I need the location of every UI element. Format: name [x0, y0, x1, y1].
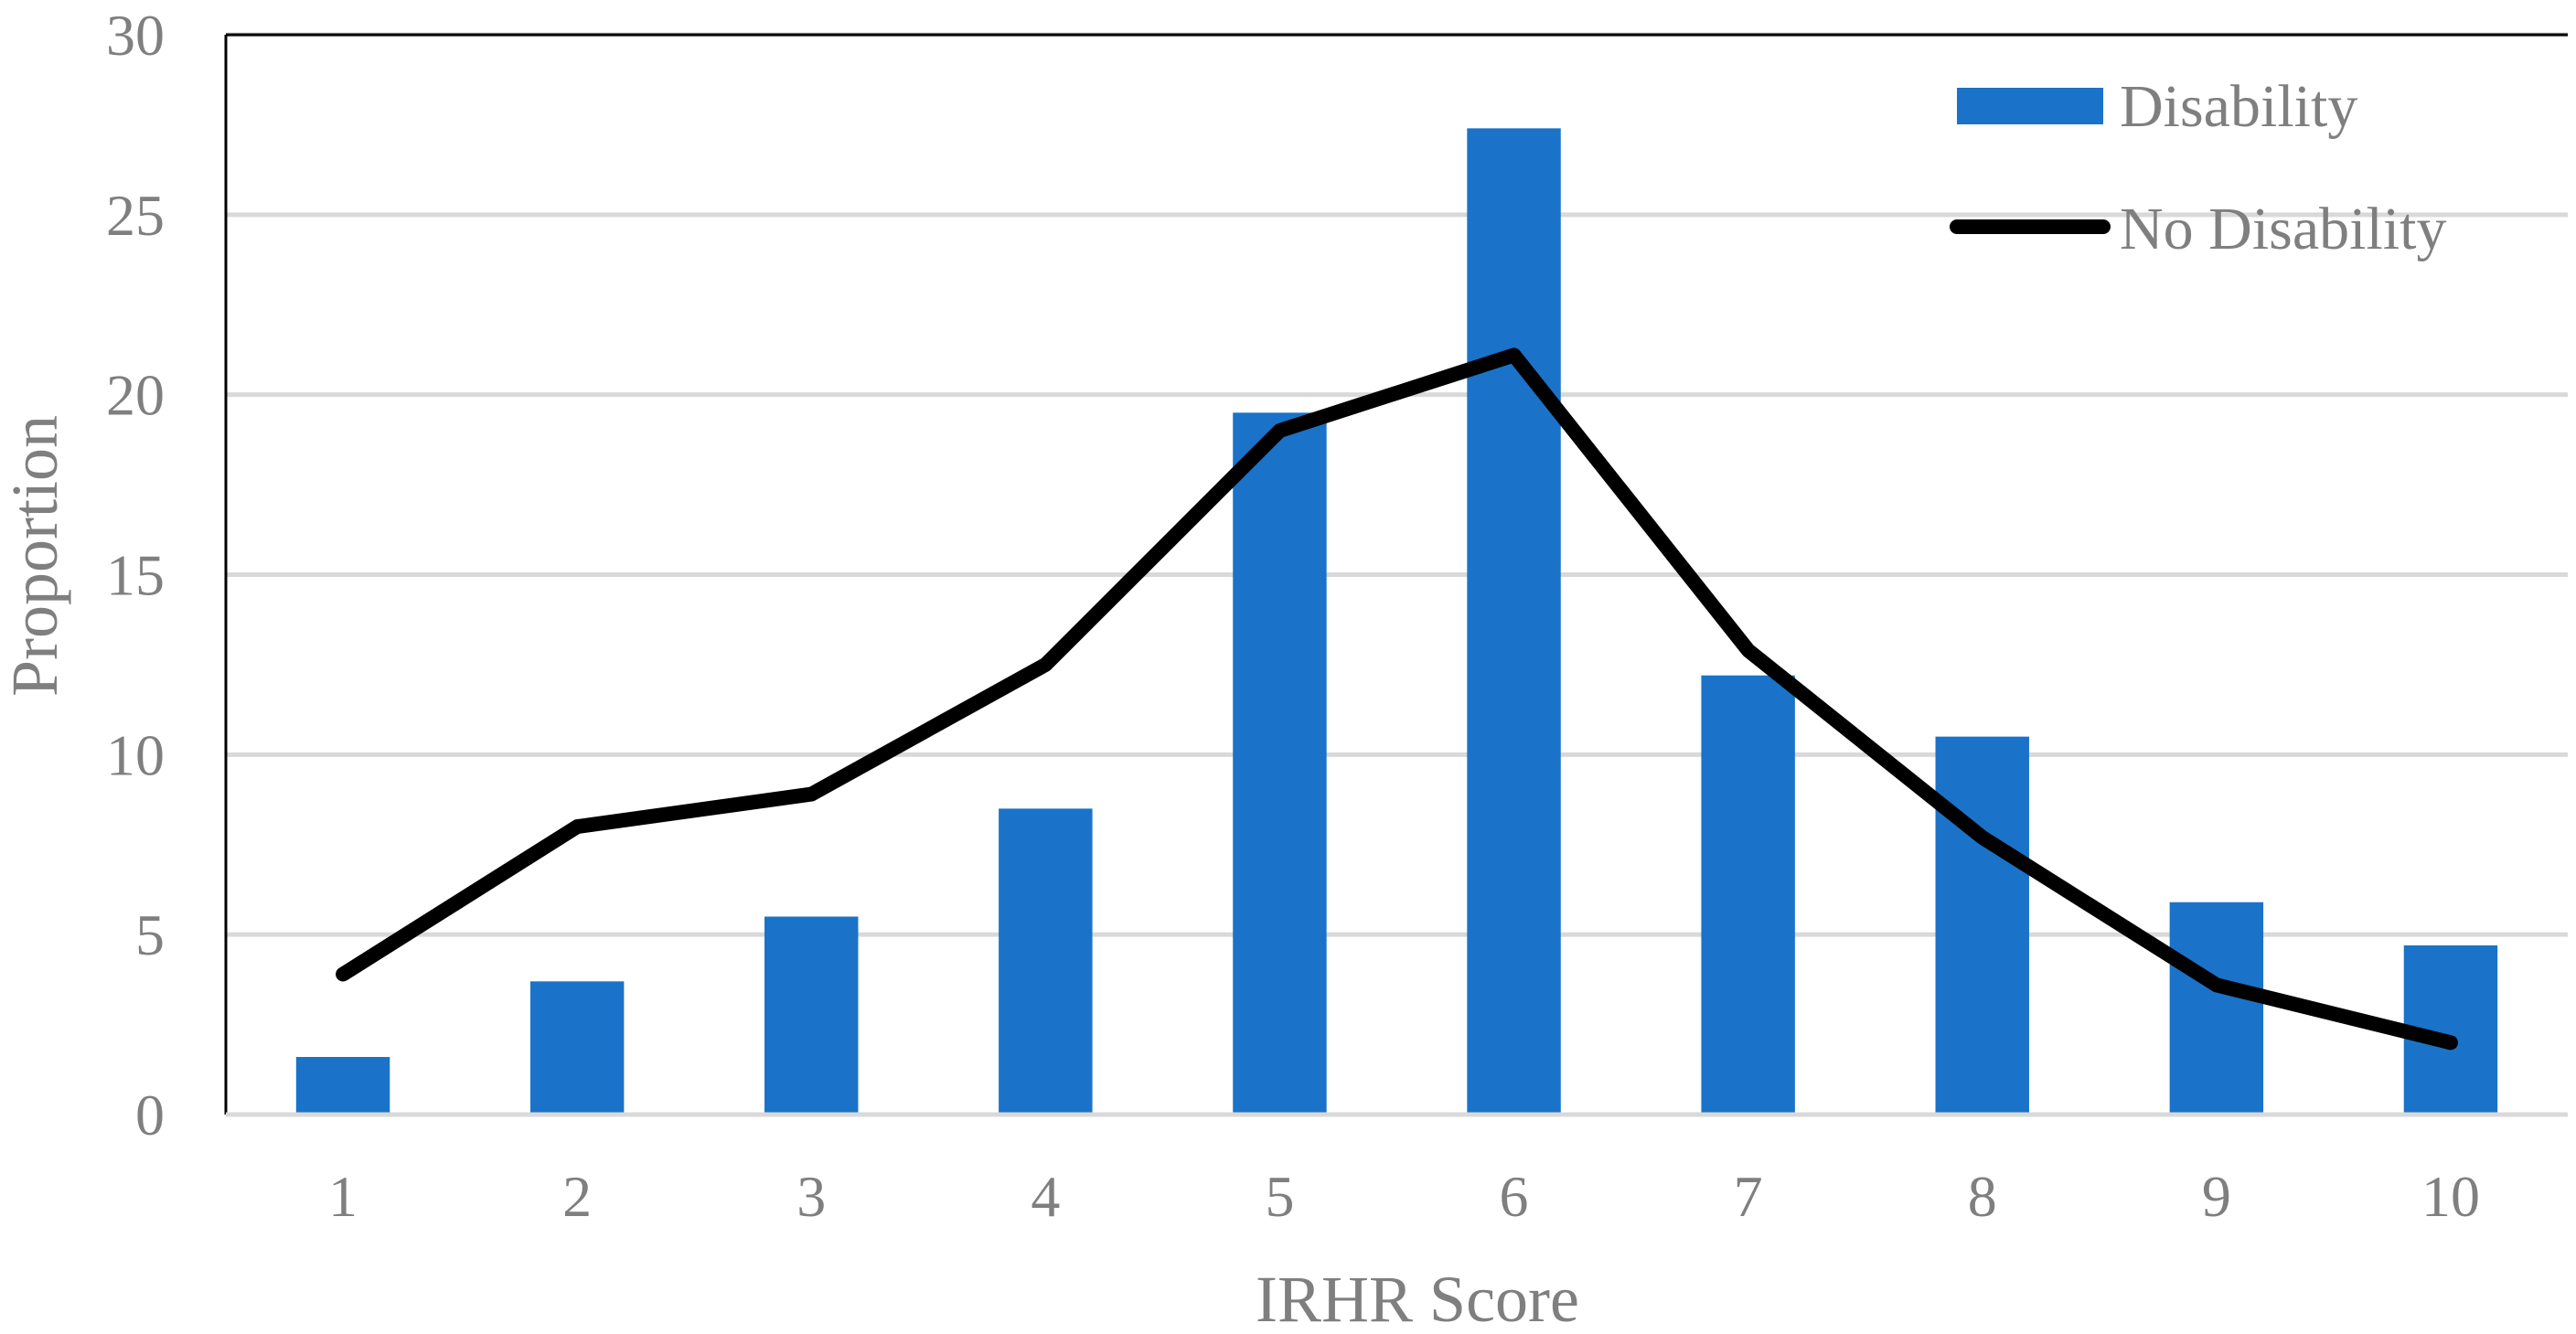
y-tick-label: 0 — [135, 1083, 165, 1147]
x-tick-label: 3 — [796, 1164, 826, 1229]
y-tick-label: 25 — [106, 183, 165, 248]
y-tick-label: 10 — [106, 722, 165, 787]
gridlines — [226, 32, 2568, 937]
bars — [295, 128, 2498, 1115]
legend-label-disability: Disability — [2120, 73, 2357, 140]
plot-frame — [224, 33, 2568, 1117]
bar-disability-4 — [999, 808, 1093, 1115]
x-tick-label: 10 — [2421, 1164, 2480, 1229]
bar-disability-9 — [2169, 902, 2264, 1115]
bar-disability-6 — [1467, 128, 1561, 1115]
x-tick-label: 1 — [328, 1164, 358, 1229]
legend-swatch-disability — [1957, 88, 2103, 124]
bar-disability-8 — [1935, 736, 2029, 1115]
x-tick-label: 8 — [1968, 1164, 1997, 1229]
x-tick-label: 7 — [1734, 1164, 1763, 1229]
y-tick-label: 15 — [106, 543, 165, 608]
bar-disability-1 — [295, 1057, 390, 1115]
y-tick-label: 20 — [106, 363, 165, 428]
bar-disability-7 — [1701, 675, 1795, 1115]
series-lines — [336, 347, 2458, 1051]
x-tick-label: 4 — [1031, 1164, 1060, 1229]
y-tick-labels: 0 5 10 15 20 25 30 — [106, 3, 165, 1147]
bar-disability-5 — [1233, 412, 1327, 1115]
x-axis-title: IRHR Score — [1256, 1263, 1579, 1334]
bar-disability-3 — [764, 916, 859, 1115]
legend: Disability No Disability — [1950, 73, 2447, 262]
x-tick-label: 2 — [562, 1164, 592, 1229]
x-tick-labels: 1 2 3 4 5 6 7 8 9 10 — [328, 1164, 2480, 1229]
y-tick-label: 5 — [135, 902, 165, 967]
x-tick-label: 6 — [1500, 1164, 1529, 1229]
y-axis-title: Proportion — [0, 415, 71, 697]
legend-label-no-disability: No Disability — [2120, 196, 2447, 262]
bar-disability-2 — [529, 981, 625, 1115]
line-no-disability — [336, 347, 2458, 1051]
y-tick-label: 30 — [106, 3, 165, 68]
x-tick-label: 9 — [2202, 1164, 2231, 1229]
x-tick-label: 5 — [1265, 1164, 1294, 1229]
